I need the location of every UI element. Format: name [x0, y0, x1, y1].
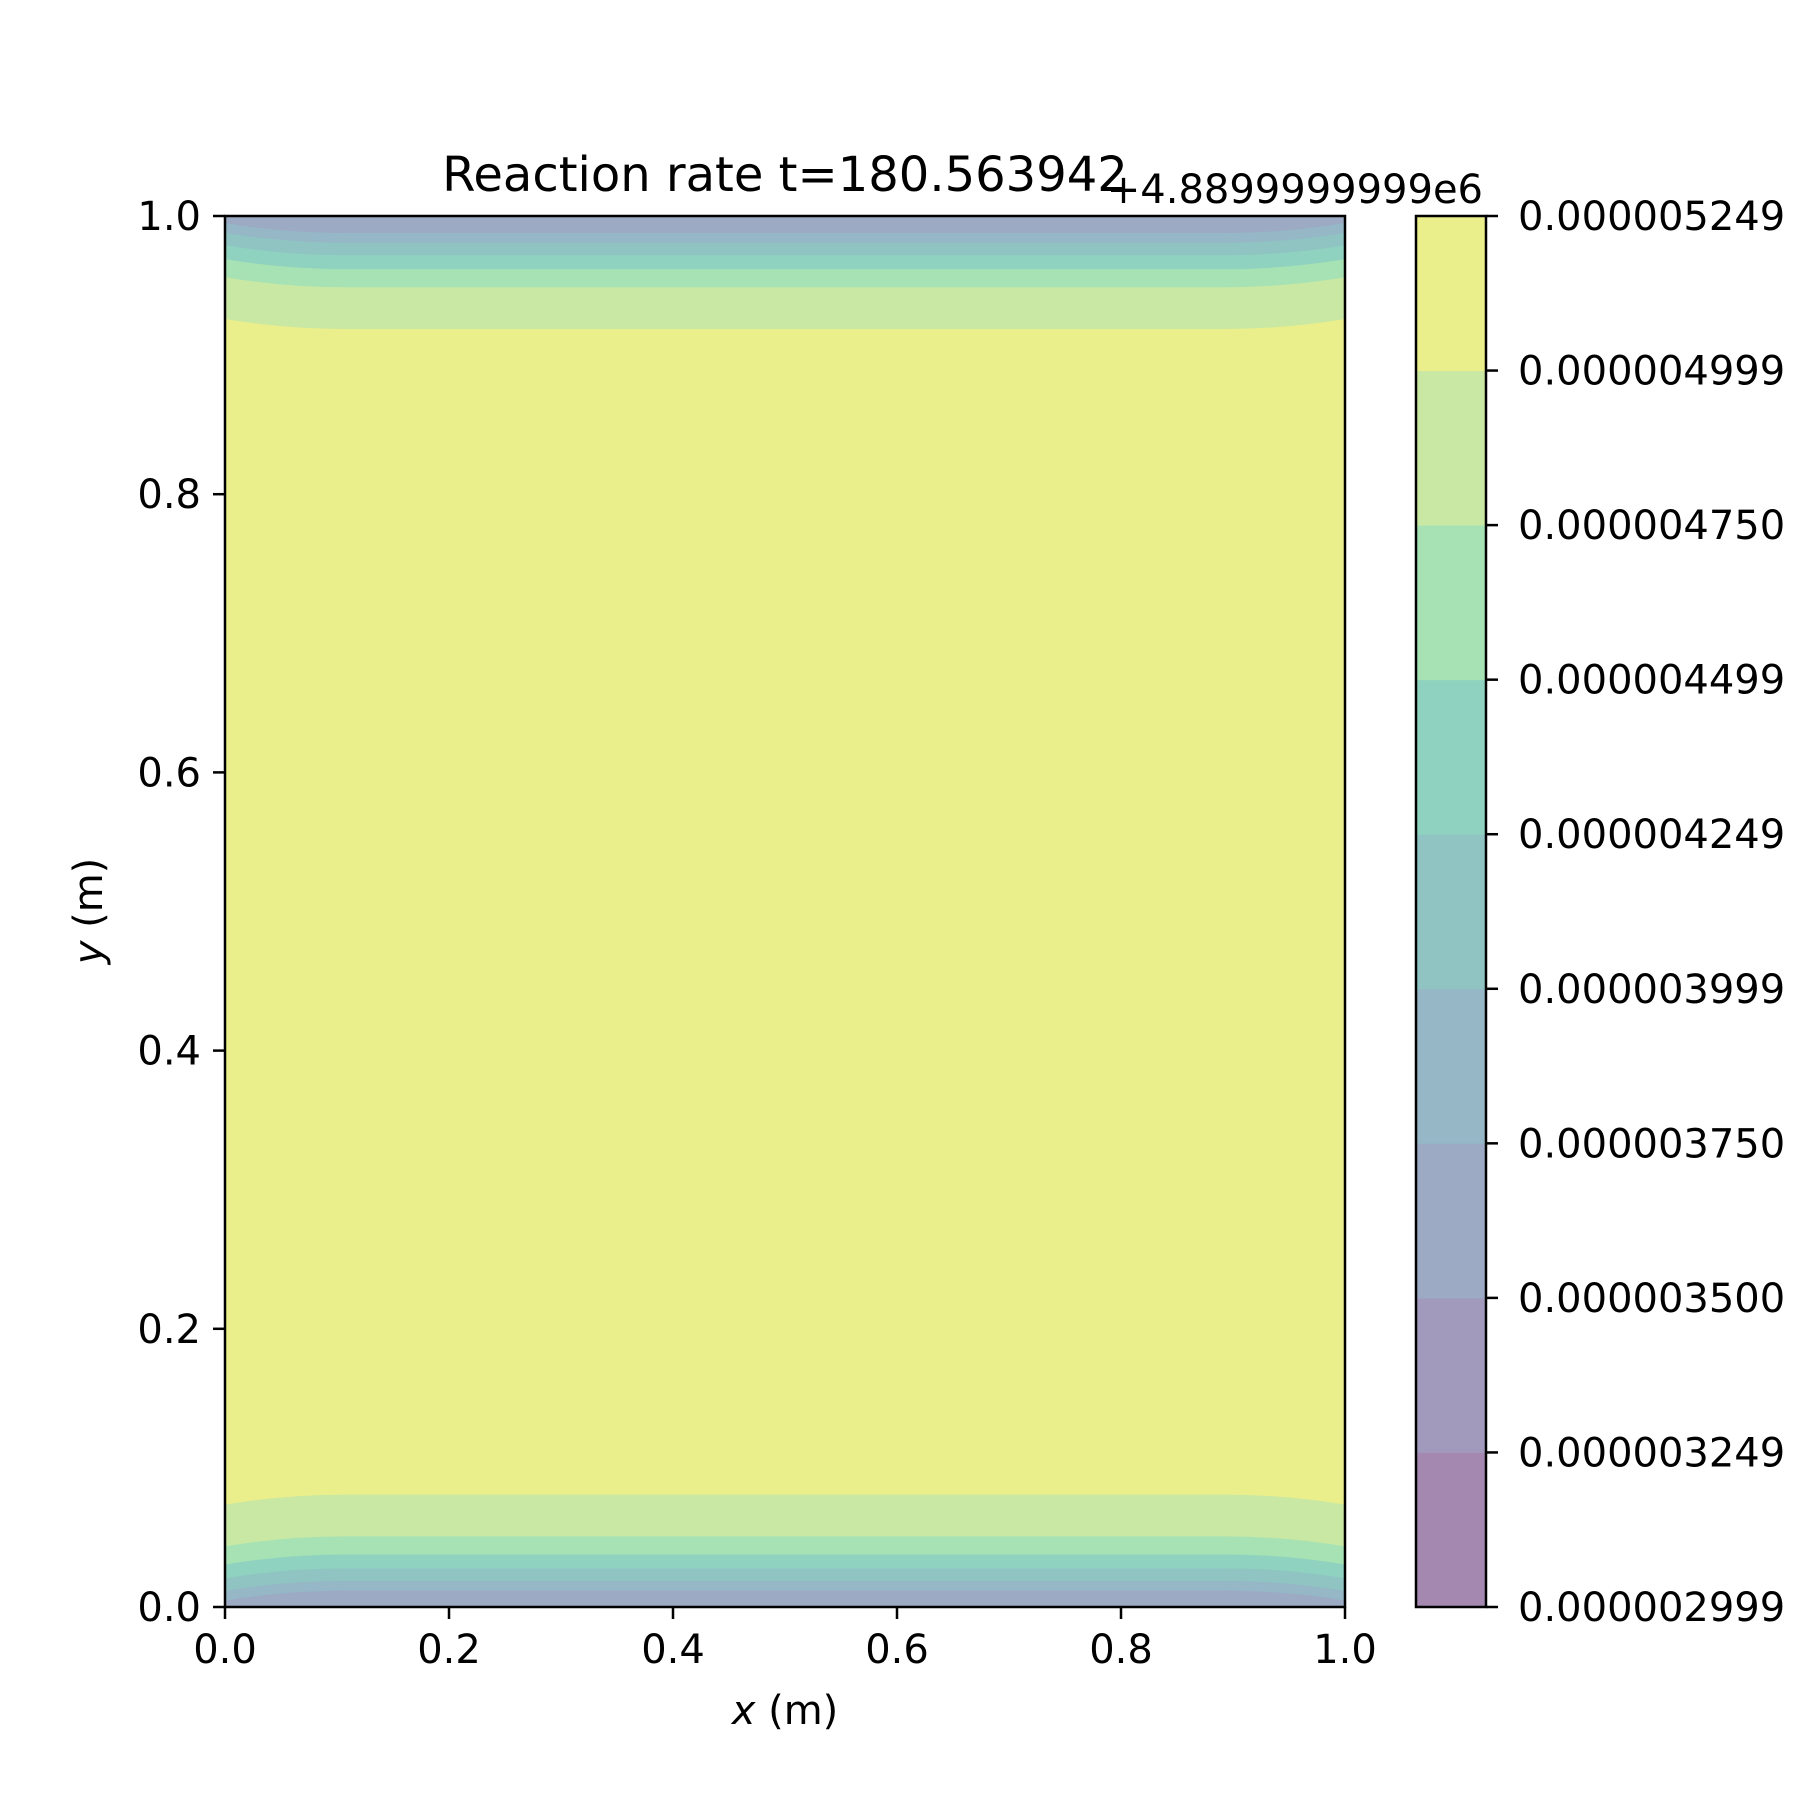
chart-title: Reaction rate t=180.563942 [442, 147, 1128, 203]
y-tick-label: 0.0 [137, 1585, 201, 1631]
y-axis-label-var: y [66, 939, 112, 965]
y-axis-label: y (m) [66, 858, 112, 966]
x-tick-label: 0.6 [865, 1627, 929, 1673]
plot-frame [223, 214, 1347, 1609]
colorbar-frame [1414, 214, 1488, 1609]
contour-band [225, 1590, 1345, 1607]
colorbar-tick-label: 0.000004499 [1518, 658, 1785, 704]
contour-band [225, 216, 1345, 233]
colorbar-segment [1416, 834, 1486, 990]
y-tick-label: 0.2 [137, 1307, 201, 1353]
colorbar-segment [1416, 1452, 1486, 1608]
x-tick-label: 0.4 [641, 1627, 705, 1673]
y-tick-label: 0.6 [137, 750, 201, 796]
colorbar-tick-label: 0.000004249 [1518, 812, 1785, 858]
x-axis-label-unit: (m) [755, 1688, 838, 1734]
colorbar-ticks: 0.000002999 0.000003249 0.000003500 0.00000… [1486, 194, 1785, 1631]
colorbar-segment [1416, 525, 1486, 681]
x-tick-label: 0.2 [417, 1627, 481, 1673]
colorbar-tick-label: 0.000004750 [1518, 503, 1785, 549]
colorbar-tick-label: 0.000003999 [1518, 967, 1785, 1013]
colorbar-tick-label: 0.000003750 [1518, 1121, 1785, 1167]
colorbar-segment [1416, 988, 1486, 1144]
x-tick-label: 0.0 [193, 1627, 257, 1673]
colorbar-segment [1416, 679, 1486, 835]
x-axis-label-var: x [730, 1688, 756, 1734]
y-axis-label-unit: (m) [66, 858, 112, 941]
colorbar-tick-label: 0.000005249 [1518, 194, 1785, 240]
y-axis-ticks: 0.0 0.2 0.4 0.6 0.8 1.0 [137, 194, 225, 1631]
y-tick-label: 1.0 [137, 194, 201, 240]
colorbar-segment [1416, 1143, 1486, 1299]
contour-band [225, 318, 1345, 1505]
colorbar-segment [1416, 370, 1486, 526]
colorbar-tick-label: 0.000004999 [1518, 349, 1785, 395]
x-axis-label: x (m) [730, 1688, 839, 1734]
colorbar-tick-label: 0.000003500 [1518, 1276, 1785, 1322]
colorbar [1416, 216, 1486, 1608]
x-tick-label: 1.0 [1313, 1627, 1377, 1673]
y-tick-label: 0.4 [137, 1029, 201, 1075]
contour-field [225, 216, 1345, 1607]
colorbar-offset-label: +4.8899999999e6 [1107, 167, 1483, 213]
x-axis-ticks: 0.0 0.2 0.4 0.6 0.8 1.0 [193, 1607, 1377, 1673]
y-tick-label: 0.8 [137, 472, 201, 518]
colorbar-segment [1416, 216, 1486, 372]
colorbar-segment [1416, 1297, 1486, 1453]
x-tick-label: 0.8 [1089, 1627, 1153, 1673]
colorbar-tick-label: 0.000003249 [1518, 1430, 1785, 1476]
colorbar-tick-label: 0.000002999 [1518, 1585, 1785, 1631]
